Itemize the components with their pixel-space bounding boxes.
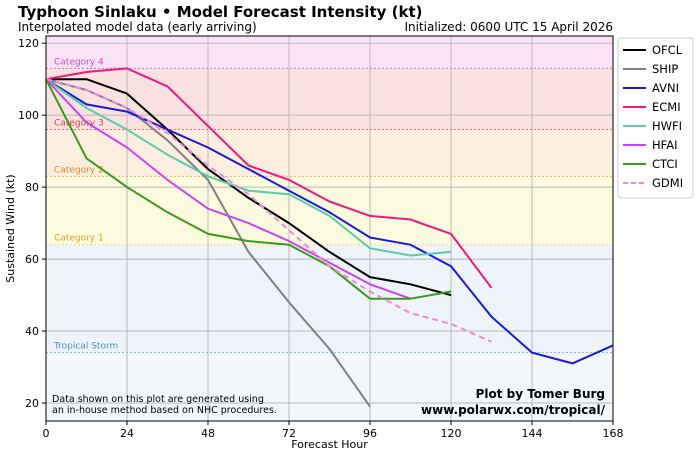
y-tick-label: 100 <box>18 109 39 122</box>
series-line-ship <box>45 78 371 408</box>
y-tick-label: 80 <box>25 181 39 194</box>
legend-label-avni: AVNI <box>652 81 679 95</box>
series-line-ofcl <box>46 78 452 297</box>
category-label: Category 4 <box>54 57 104 67</box>
legend-label-ship: SHIP <box>652 62 678 76</box>
x-tick-label: 72 <box>282 427 296 440</box>
category-label: Category 2 <box>54 165 104 175</box>
x-axis-label: Forecast Hour <box>291 438 368 451</box>
legend-label-ctci: CTCI <box>652 157 678 171</box>
x-tick-label: 120 <box>441 427 462 440</box>
category-band <box>46 176 613 245</box>
legend-label-hfai: HFAI <box>652 138 677 152</box>
category-band <box>46 129 613 177</box>
x-tick-label: 96 <box>363 427 377 440</box>
series-line-avni <box>45 78 614 365</box>
data-note-line: an in-house method based on NHC procedur… <box>52 405 277 416</box>
y-axis-label: Sustained Wind (kt) <box>4 174 17 282</box>
plot-frame <box>45 35 614 422</box>
legend-label-ecmi: ECMI <box>652 100 681 114</box>
plot-credit-line: Plot by Tomer Burg <box>476 387 605 401</box>
y-tick-label: 20 <box>25 397 39 410</box>
y-tick-label: 40 <box>25 325 39 338</box>
category-label: Category 3 <box>54 119 104 129</box>
category-band <box>46 68 613 130</box>
chart-subtitle: Interpolated model data (early arriving) <box>18 20 257 34</box>
below-ts-band <box>46 352 613 421</box>
category-label: Category 1 <box>54 234 104 244</box>
x-tick-label: 24 <box>120 427 134 440</box>
category-band <box>46 36 613 69</box>
x-tick-label: 48 <box>201 427 215 440</box>
series-line-hwfi <box>45 78 452 257</box>
plot-credit-line: www.polarwx.com/tropical/ <box>421 403 606 417</box>
chart-title: Typhoon Sinlaku • Model Forecast Intensi… <box>18 3 422 21</box>
series-line-ecmi <box>45 67 493 289</box>
category-label: Tropical Storm <box>53 342 118 352</box>
initialized-time: Initialized: 0600 UTC 15 April 2026 <box>404 20 613 34</box>
series-line-gdmi <box>45 78 492 343</box>
x-tick-label: 0 <box>43 427 50 440</box>
series-line-hfai <box>45 78 411 300</box>
y-tick-label: 60 <box>25 253 39 266</box>
legend-label-ofcl: OFCL <box>652 43 683 57</box>
legend-box <box>617 37 694 199</box>
y-tick-label: 120 <box>18 37 39 50</box>
category-band <box>46 244 613 353</box>
legend-label-gdmi: GDMI <box>652 176 683 190</box>
series-line-ctci <box>45 78 452 300</box>
data-note-line: Data shown on this plot are generated us… <box>52 394 264 405</box>
legend-label-hwfi: HWFI <box>652 119 682 133</box>
x-tick-label: 168 <box>603 427 624 440</box>
x-tick-label: 144 <box>522 427 543 440</box>
